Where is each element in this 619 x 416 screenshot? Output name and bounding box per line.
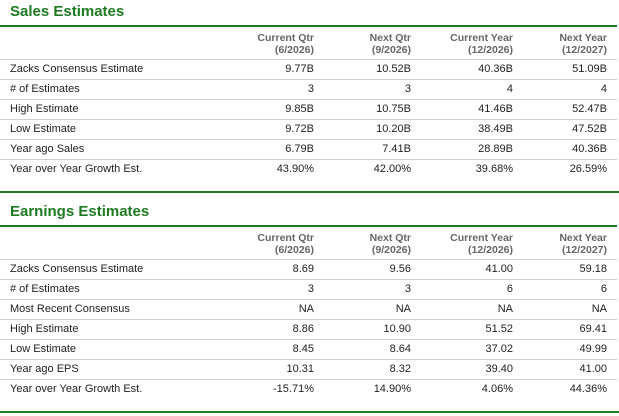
cell: 9.56 — [324, 258, 421, 279]
cell: 37.02 — [421, 338, 523, 359]
cell: 8.64 — [324, 338, 421, 359]
cell: 41.00 — [421, 258, 523, 279]
cell: 3 — [220, 78, 324, 99]
sales-estimates-title: Sales Estimates — [10, 3, 125, 20]
cell: 4 — [523, 78, 617, 99]
cell: 10.52B — [324, 58, 421, 79]
sales-title-rule — [0, 25, 617, 27]
col-header-next-year: Next Year (12/2027) — [559, 231, 607, 256]
cell: 3 — [324, 278, 421, 299]
earnings-bottom-rule — [0, 411, 619, 413]
cell: 39.40 — [421, 358, 523, 379]
cell: 8.69 — [220, 258, 324, 279]
cell: 8.45 — [220, 338, 324, 359]
cell: 51.52 — [421, 318, 523, 339]
col-header-current-year: Current Year (12/2026) — [450, 31, 513, 56]
cell: 7.41B — [324, 138, 421, 159]
row-label: Low Estimate — [0, 338, 220, 359]
cell: 9.85B — [220, 98, 324, 119]
table-row: Low Estimate 8.45 8.64 37.02 49.99 — [0, 338, 617, 359]
earnings-estimates-table: Current Qtr (6/2026) Next Qtr (9/2026) Cur… — [0, 231, 617, 399]
table-row: # of Estimates 3 3 4 4 — [0, 78, 617, 99]
col-header-next-year: Next Year (12/2027) — [559, 31, 607, 56]
table-row: Zacks Consensus Estimate 8.69 9.56 41.00 59.… — [0, 258, 617, 279]
row-label: High Estimate — [0, 318, 220, 339]
row-label: # of Estimates — [0, 78, 220, 99]
row-label: Year ago Sales — [0, 138, 220, 159]
row-label: Low Estimate — [0, 118, 220, 139]
cell: -15.71% — [220, 378, 324, 399]
cell: 10.31 — [220, 358, 324, 379]
row-label: Zacks Consensus Estimate — [0, 58, 220, 79]
col-header-current-qtr: Current Qtr (6/2026) — [257, 231, 314, 256]
table-row: Year over Year Growth Est. 43.90% 42.00% 39… — [0, 158, 617, 179]
cell: 4.06% — [421, 378, 523, 399]
table-row: High Estimate 8.86 10.90 51.52 69.41 — [0, 318, 617, 339]
cell: 10.90 — [324, 318, 421, 339]
col-header-next-qtr: Next Qtr (9/2026) — [369, 231, 411, 256]
table-row: Zacks Consensus Estimate 9.77B 10.52B 40.36… — [0, 58, 617, 79]
cell: 3 — [324, 78, 421, 99]
cell: NA — [421, 298, 523, 319]
cell: 26.59% — [523, 158, 617, 179]
cell: NA — [324, 298, 421, 319]
cell: 38.49B — [421, 118, 523, 139]
cell: 49.99 — [523, 338, 617, 359]
earnings-title-rule — [0, 225, 617, 227]
cell: 51.09B — [523, 58, 617, 79]
table-row: Year ago Sales 6.79B 7.41B 28.89B 40.36B — [0, 138, 617, 159]
sales-bottom-rule — [0, 191, 619, 193]
col-header-current-qtr: Current Qtr (6/2026) — [257, 31, 314, 56]
cell: 42.00% — [324, 158, 421, 179]
cell: NA — [220, 298, 324, 319]
cell: 8.86 — [220, 318, 324, 339]
cell: 47.52B — [523, 118, 617, 139]
row-label: Year ago EPS — [0, 358, 220, 379]
row-label: Year over Year Growth Est. — [0, 158, 220, 179]
cell: 8.32 — [324, 358, 421, 379]
cell: 40.36B — [523, 138, 617, 159]
row-label: # of Estimates — [0, 278, 220, 299]
header-row: Current Qtr (6/2026) Next Qtr (9/2026) Cur… — [0, 231, 617, 259]
cell: 10.75B — [324, 98, 421, 119]
cell: 28.89B — [421, 138, 523, 159]
table-row: # of Estimates 3 3 6 6 — [0, 278, 617, 299]
cell: 52.47B — [523, 98, 617, 119]
earnings-estimates-title: Earnings Estimates — [10, 203, 150, 220]
cell: 41.46B — [421, 98, 523, 119]
col-header-next-qtr: Next Qtr (9/2026) — [369, 31, 411, 56]
cell: 44.36% — [523, 378, 617, 399]
cell: 6.79B — [220, 138, 324, 159]
cell: NA — [523, 298, 617, 319]
row-label: Most Recent Consensus — [0, 298, 220, 319]
cell: 10.20B — [324, 118, 421, 139]
row-label: Zacks Consensus Estimate — [0, 258, 220, 279]
table-row: Low Estimate 9.72B 10.20B 38.49B 47.52B — [0, 118, 617, 139]
table-row: Year ago EPS 10.31 8.32 39.40 41.00 — [0, 358, 617, 379]
row-label: High Estimate — [0, 98, 220, 119]
table-row: High Estimate 9.85B 10.75B 41.46B 52.47B — [0, 98, 617, 119]
cell: 40.36B — [421, 58, 523, 79]
col-header-current-year: Current Year (12/2026) — [450, 231, 513, 256]
cell: 69.41 — [523, 318, 617, 339]
cell: 41.00 — [523, 358, 617, 379]
cell: 39.68% — [421, 158, 523, 179]
table-row: Most Recent Consensus NA NA NA NA — [0, 298, 617, 319]
cell: 9.77B — [220, 58, 324, 79]
header-row: Current Qtr (6/2026) Next Qtr (9/2026) Cur… — [0, 31, 617, 59]
row-label: Year over Year Growth Est. — [0, 378, 220, 399]
cell: 59.18 — [523, 258, 617, 279]
cell: 6 — [421, 278, 523, 299]
cell: 6 — [523, 278, 617, 299]
table-row: Year over Year Growth Est. -15.71% 14.90% 4… — [0, 378, 617, 399]
cell: 3 — [220, 278, 324, 299]
cell: 4 — [421, 78, 523, 99]
sales-estimates-table: Current Qtr (6/2026) Next Qtr (9/2026) Cur… — [0, 31, 617, 179]
cell: 14.90% — [324, 378, 421, 399]
cell: 9.72B — [220, 118, 324, 139]
cell: 43.90% — [220, 158, 324, 179]
